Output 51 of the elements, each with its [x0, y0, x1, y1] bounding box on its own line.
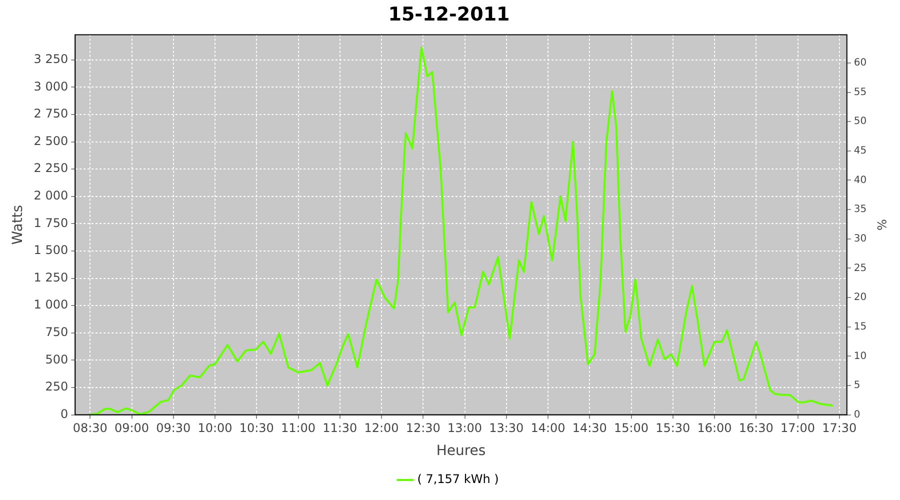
x-tick-label: 12:30: [406, 421, 440, 436]
x-tick-label: 14:30: [572, 421, 607, 436]
x-tick-label: 11:00: [280, 421, 316, 436]
y-axis-title: Watts: [10, 204, 26, 245]
x-tick-label: 11:30: [322, 421, 358, 436]
y2-tick-label: 20: [854, 292, 867, 304]
y2-axis-title: %: [874, 219, 889, 231]
y2-tick-label: 60: [854, 58, 867, 69]
y2-tick-label: 35: [854, 204, 867, 216]
y-tick-label: 1 500: [34, 243, 68, 258]
x-tick-label: 17:30: [822, 421, 857, 436]
x-tick-label: 12:00: [364, 421, 399, 436]
y2-tick-label: 15: [854, 321, 867, 332]
y-tick-label: 2 750: [34, 106, 68, 121]
x-tick-label: 17:00: [780, 421, 816, 436]
x-tick-label: 14:00: [530, 421, 566, 436]
legend-label: ( 7,157 kWh ): [417, 472, 499, 486]
y-tick-label: 750: [45, 325, 68, 340]
x-tick-label: 16:00: [697, 421, 732, 436]
y2-tick-label: 10: [854, 350, 867, 362]
y2-tick-label: 25: [854, 262, 867, 274]
x-tick-label: 13:30: [489, 421, 524, 436]
x-tick-label: 15:30: [656, 421, 690, 436]
y-tick-label: 2 250: [34, 161, 68, 176]
y2-tick-label: 5: [854, 380, 860, 392]
x-tick-label: 13:00: [447, 421, 482, 436]
y2-tick-label: 45: [854, 146, 867, 157]
y-tick-label: 1 250: [34, 270, 68, 284]
x-tick-label: 09:30: [156, 421, 191, 436]
x-tick-label: 09:00: [114, 421, 150, 436]
y2-tick-label: 55: [854, 86, 867, 98]
y2-tick-label: 0: [854, 409, 860, 420]
x-tick-label: 15:00: [614, 421, 649, 436]
x-axis-title: Heures: [436, 443, 486, 460]
y-tick-label: 3 250: [34, 52, 68, 66]
y2-tick-label: 50: [854, 116, 867, 128]
y-tick-label: 3 000: [34, 79, 68, 94]
x-tick-label: 16:30: [738, 421, 774, 436]
y-tick-label: 1 000: [34, 298, 68, 312]
y-tick-label: 500: [45, 352, 68, 366]
y2-tick-label: 40: [854, 174, 867, 186]
y-tick-label: 1 750: [34, 216, 68, 230]
y2-tick-label: 30: [854, 233, 867, 244]
y-tick-label: 2 500: [34, 134, 68, 148]
x-tick-label: 10:30: [239, 421, 274, 436]
y-tick-label: 2 000: [34, 188, 68, 203]
chart-title: 15-12-2011: [388, 3, 510, 26]
y-tick-label: 250: [45, 380, 68, 394]
x-tick-label: 10:00: [198, 421, 232, 436]
x-tick-label: 08:30: [72, 421, 108, 436]
y-tick-label: 0: [60, 406, 68, 421]
